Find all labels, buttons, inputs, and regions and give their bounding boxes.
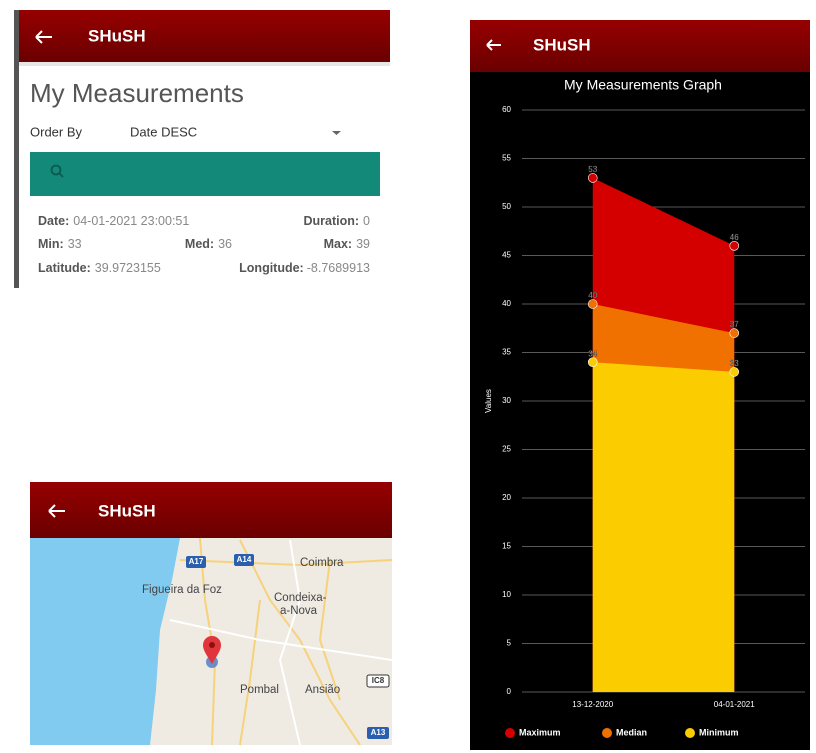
- label: Duration:: [303, 214, 359, 228]
- value: 0: [363, 214, 370, 228]
- x-tick-label: 04-01-2021: [714, 700, 755, 709]
- app-title: SHuSH: [533, 35, 591, 54]
- value: 04-01-2021 23:00:51: [73, 214, 189, 228]
- back-button[interactable]: [48, 504, 65, 518]
- y-tick-label: 0: [507, 687, 512, 696]
- min: Min: 33: [38, 237, 82, 251]
- map-label: A17: [189, 557, 204, 566]
- y-axis-label: Values: [484, 389, 493, 413]
- map-label: Ansião: [305, 684, 340, 696]
- road-sign: [367, 727, 389, 739]
- longitude: Longitude: -8.7689913: [239, 261, 370, 275]
- y-tick-label: 45: [502, 251, 511, 260]
- data-label: 46: [730, 233, 739, 242]
- back-button[interactable]: [486, 39, 501, 51]
- max: Max: 39: [324, 237, 370, 251]
- map-label: IC8: [372, 676, 385, 685]
- point: [729, 328, 740, 338]
- y-tick-label: 50: [502, 202, 511, 211]
- search-icon: [58, 172, 64, 178]
- value: -8.7689913: [307, 261, 370, 275]
- duration: Duration: 0: [303, 214, 370, 228]
- dropdown-arrow[interactable]: [332, 131, 341, 135]
- y-tick-label: 20: [502, 493, 511, 502]
- legend-swatch: [505, 728, 515, 738]
- road-sign: [186, 556, 206, 568]
- chart-title: My Measurements Graph: [564, 77, 722, 93]
- order-by-value[interactable]: Date DESC: [130, 124, 197, 139]
- point: [587, 173, 598, 183]
- point: [729, 367, 740, 377]
- road-sign: [366, 674, 390, 688]
- data-label: 40: [588, 291, 597, 300]
- data-label: 34: [588, 349, 597, 358]
- y-tick-label: 40: [502, 299, 511, 308]
- map-label: Figueira da Foz: [142, 584, 222, 596]
- value: 39: [356, 237, 370, 251]
- y-tick-label: 35: [502, 348, 511, 357]
- point: [587, 299, 598, 309]
- app-bar: [470, 20, 810, 72]
- app-title: SHuSH: [98, 501, 156, 520]
- roads: [169, 539, 393, 746]
- map-label: A13: [371, 728, 386, 737]
- screen-title: My Measurements: [30, 78, 244, 108]
- label: Max:: [324, 237, 352, 251]
- med: Med: 36: [185, 237, 232, 251]
- map-pin[interactable]: [203, 636, 221, 664]
- y-tick-label: 60: [502, 105, 511, 114]
- value: 36: [218, 237, 232, 251]
- y-tick-label: 25: [502, 445, 511, 454]
- app-bar: [30, 482, 392, 538]
- legend-label: Minimum: [699, 727, 739, 737]
- data-label: 33: [730, 359, 739, 368]
- back-button[interactable]: [35, 30, 52, 44]
- map-label: a-Nova: [280, 605, 318, 617]
- sea: [30, 538, 180, 745]
- value: 39.9723155: [95, 261, 161, 275]
- data-label: 53: [588, 165, 597, 174]
- map-label: Condeixa-: [274, 592, 327, 604]
- app-bar: [19, 10, 390, 62]
- label: Latitude:: [38, 261, 91, 275]
- map-pin: [209, 642, 215, 648]
- search-bar[interactable]: [30, 152, 380, 196]
- shadow: [19, 62, 390, 66]
- point: [587, 357, 598, 368]
- map-label: Coimbra: [300, 557, 344, 569]
- data-label: 37: [730, 320, 739, 329]
- app-title: SHuSH: [88, 26, 146, 45]
- y-tick-label: 15: [502, 542, 511, 551]
- order-by-label: Order By: [30, 124, 83, 139]
- y-tick-label: 10: [502, 590, 511, 599]
- label: Min:: [38, 237, 64, 251]
- y-tick-label: 30: [502, 396, 511, 405]
- legend-label: Median: [616, 727, 647, 737]
- map-screen: SHuSH A17 A14 Coimbra Figueira da Foz Co…: [30, 482, 393, 746]
- point: [729, 241, 740, 251]
- road-sign: [234, 554, 254, 566]
- legend-swatch: [602, 728, 612, 738]
- search-icon: [50, 164, 62, 176]
- legend-label: Maximum: [519, 727, 561, 737]
- edge: [14, 10, 19, 288]
- area: [592, 362, 735, 692]
- date: Date: 04-01-2021 23:00:51: [38, 214, 189, 228]
- list-screen: SHuSH My Measurements Order By Date DESC…: [14, 10, 390, 288]
- latitude: Latitude: 39.9723155: [38, 261, 161, 275]
- legend-swatch: [685, 728, 695, 738]
- roads: [179, 537, 393, 746]
- label: Date:: [38, 214, 69, 228]
- graph-screen: SHuSH My Measurements Graph Values 0 5 10 1…: [470, 20, 810, 750]
- value: 33: [68, 237, 82, 251]
- label: Longitude:: [239, 261, 304, 275]
- label: Med:: [185, 237, 214, 251]
- y-tick-label: 55: [502, 154, 511, 163]
- x-tick-label: 13-12-2020: [572, 700, 613, 709]
- y-tick-label: 5: [507, 639, 512, 648]
- map-label: Pombal: [240, 684, 279, 696]
- map-label: A14: [237, 555, 252, 564]
